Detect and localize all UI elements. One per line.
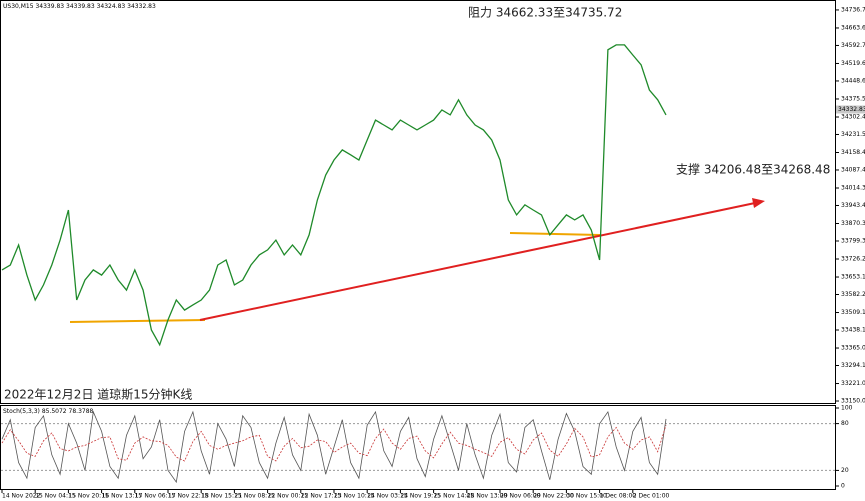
x-tick-label: 15 Nov 20:15 [68, 493, 109, 500]
annotation: 2022年12月2日 道琼斯15分钟K线 [4, 387, 192, 402]
y-tick-label: 34375.55 [841, 95, 865, 102]
stoch-line [1, 410, 667, 484]
y-tick-label: 34736.75 [841, 6, 865, 13]
low: 34324.83 [97, 3, 126, 10]
x-tick-label: 17 Nov 22:15 [168, 493, 209, 500]
y-tick-label: 33653.15 [841, 274, 865, 281]
x-tick-label: 15 Nov 04:15 [35, 493, 76, 500]
y-tick-label: 34592.70 [841, 42, 865, 49]
x-tick-label: 1 Dec 08:00 [600, 493, 637, 500]
high: 34339.83 [66, 3, 95, 10]
x-tick-label: 23 Nov 10:15 [334, 493, 375, 500]
header: US30,M15 34339.83 34339.83 34324.83 3433… [3, 3, 156, 10]
x-tick-label: 28 Nov 13:00 [467, 493, 508, 500]
y-tick-label: 20 [841, 467, 849, 474]
x-tick-label: 16 Nov 13:15 [102, 493, 143, 500]
y-tick-label: 34448.65 [841, 77, 865, 84]
y-tick-label: 33582.20 [841, 291, 865, 298]
y-tick-label: 34231.50 [841, 131, 865, 138]
y-tick-label: 33438.15 [841, 327, 865, 334]
stoch-title: Stoch(5,3,3) [3, 408, 40, 415]
x-tick-label: 17 Nov 06:15 [135, 493, 176, 500]
x-tick-label: 24 Nov 03:15 [367, 493, 408, 500]
x-tick-label: 30 Nov 15:00 [566, 493, 607, 500]
y-tick-label: 34014.35 [841, 184, 865, 191]
price-tag [836, 105, 865, 114]
y-tick-label: 80 [841, 420, 849, 427]
y-tick-label: 33509.10 [841, 309, 865, 316]
x-tick-label: 25 Nov 14:45 [434, 493, 475, 500]
x-tick-label: 22 Nov 00:15 [268, 493, 309, 500]
y-tick-label: 33150.05 [841, 398, 865, 405]
open: 34339.83 [35, 3, 64, 10]
support-line [509, 232, 601, 236]
trend-line [199, 202, 756, 321]
y-tick-label: 0 [841, 483, 845, 490]
price-panel [0, 0, 836, 404]
x-tick-label: 24 Nov 19:15 [400, 493, 441, 500]
y-tick-label: 33294.10 [841, 362, 865, 369]
y-tick-label: 33726.25 [841, 256, 865, 263]
y-tick-label: 34087.45 [841, 166, 865, 173]
y-tick-label: 34302.45 [841, 113, 865, 120]
symbol: US30,M15 [3, 3, 34, 10]
x-tick-label: 2 Dec 01:00 [633, 493, 670, 500]
x-tick-label: 29 Nov 22:00 [533, 493, 574, 500]
x-tick-label: 18 Nov 15:15 [201, 493, 242, 500]
y-tick-label: 34519.60 [841, 60, 865, 67]
annotation: 支撑 34206.48至34268.48 [676, 162, 830, 177]
close: 34332.83 [127, 3, 156, 10]
y-tick-label: 34158.40 [841, 149, 865, 156]
x-tick-label: 22 Nov 17:15 [301, 493, 342, 500]
x-tick-label: 21 Nov 08:15 [234, 493, 275, 500]
y-tick-label: 34663.65 [841, 24, 865, 31]
y-tick-label: 33799.35 [841, 237, 865, 244]
support-line [69, 319, 206, 323]
stoch-signal: 78.3788 [69, 408, 94, 415]
stoch-header: Stoch(5,3,3) 85.5072 78.3788 [3, 408, 94, 415]
price-tag-label: 34332.83 [838, 106, 865, 113]
y-tick-label: 33365.05 [841, 345, 865, 352]
price-line [1, 44, 667, 347]
y-tick-label: 33221.00 [841, 380, 865, 387]
y-tick-label: 33870.30 [841, 220, 865, 227]
x-tick-label: 14 Nov 2022 [2, 493, 41, 500]
annotation: 阻力 34662.33至34735.72 [468, 6, 622, 20]
y-tick-label: 33943.40 [841, 202, 865, 209]
y-tick-label: 100 [841, 405, 853, 412]
x-tick-label: 29 Nov 06:00 [500, 493, 541, 500]
trend-arrow [752, 198, 765, 208]
stoch-main: 85.5072 [42, 408, 67, 415]
stoch-panel [0, 405, 836, 490]
